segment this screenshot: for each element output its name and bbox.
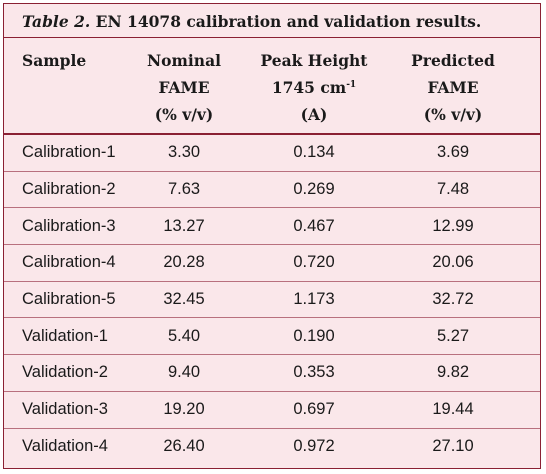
cell-peak-height: 0.269 bbox=[293, 180, 335, 199]
header-nominal-fame: Nominal FAME (% v/v) bbox=[122, 47, 246, 128]
cell-nominal-fame: 26.40 bbox=[163, 437, 205, 456]
cell-peak-height: 1.173 bbox=[293, 290, 335, 309]
header-peak-line-1: Peak Height bbox=[260, 51, 368, 70]
cell-nominal-fame: 32.45 bbox=[163, 290, 205, 309]
header-sample-label: Sample bbox=[22, 51, 87, 70]
header-nominal-line-1: Nominal bbox=[147, 51, 221, 70]
cell-peak-height: 0.134 bbox=[293, 143, 335, 162]
cell-predicted-fame: 7.48 bbox=[436, 180, 470, 199]
cell-sample: Validation-1 bbox=[22, 326, 108, 345]
cell-nominal-fame: 3.30 bbox=[167, 143, 201, 162]
cell-sample: Calibration-2 bbox=[22, 180, 116, 199]
header-peak-wavenumber: 1745 cm bbox=[271, 78, 347, 97]
cell-predicted-fame: 19.44 bbox=[432, 400, 474, 419]
header-predicted-line-3: (% v/v) bbox=[423, 105, 483, 124]
header-peak-line-2: 1745 cm-1 bbox=[244, 74, 384, 101]
cell-peak-height: 0.190 bbox=[293, 326, 335, 345]
results-table: Table 2. EN 14078 calibration and valida… bbox=[3, 3, 541, 469]
cell-sample: Calibration-1 bbox=[22, 143, 116, 162]
cell-sample: Validation-4 bbox=[22, 437, 108, 456]
table-row: Validation-3 19.20 0.697 19.44 bbox=[4, 392, 540, 429]
table-row: Calibration-1 3.30 0.134 3.69 bbox=[4, 135, 540, 172]
header-peak-exponent: -1 bbox=[346, 80, 357, 90]
cell-sample: Validation-3 bbox=[22, 400, 108, 419]
header-predicted-fame: Predicted FAME (% v/v) bbox=[384, 47, 522, 128]
cell-predicted-fame: 32.72 bbox=[432, 290, 474, 309]
cell-nominal-fame: 13.27 bbox=[163, 216, 205, 235]
header-sample: Sample bbox=[22, 47, 86, 74]
cell-peak-height: 0.972 bbox=[293, 437, 335, 456]
cell-peak-height: 0.697 bbox=[293, 400, 335, 419]
header-peak-line-3: (A) bbox=[300, 105, 328, 124]
cell-sample: Calibration-3 bbox=[22, 216, 116, 235]
cell-nominal-fame: 20.28 bbox=[163, 253, 205, 272]
header-nominal-line-2: FAME bbox=[158, 78, 210, 97]
header-predicted-line-2: FAME bbox=[427, 78, 479, 97]
cell-nominal-fame: 5.40 bbox=[167, 326, 201, 345]
table-row: Validation-2 9.40 0.353 9.82 bbox=[4, 355, 540, 392]
cell-nominal-fame: 7.63 bbox=[167, 180, 201, 199]
cell-predicted-fame: 12.99 bbox=[432, 216, 474, 235]
cell-predicted-fame: 27.10 bbox=[432, 437, 474, 456]
table-row: Validation-1 5.40 0.190 5.27 bbox=[4, 318, 540, 356]
header-predicted-line-1: Predicted bbox=[411, 51, 495, 70]
cell-sample: Validation-2 bbox=[22, 363, 108, 382]
cell-peak-height: 0.720 bbox=[293, 253, 335, 272]
cell-predicted-fame: 3.69 bbox=[436, 143, 470, 162]
table-caption-text: EN 14078 calibration and validation resu… bbox=[95, 12, 482, 31]
table-row: Calibration-5 32.45 1.173 32.72 bbox=[4, 282, 540, 319]
cell-predicted-fame: 9.82 bbox=[436, 363, 470, 382]
cell-sample: Calibration-5 bbox=[22, 290, 116, 309]
table-row: Calibration-4 20.28 0.720 20.06 bbox=[4, 245, 540, 282]
table-row: Calibration-2 7.63 0.269 7.48 bbox=[4, 172, 540, 209]
cell-sample: Calibration-4 bbox=[22, 253, 116, 272]
table-row: Validation-4 26.40 0.972 27.10 bbox=[4, 429, 540, 466]
table-caption-label: Table 2. bbox=[22, 12, 91, 31]
table-header: Sample Nominal FAME (% v/v) Peak Height … bbox=[4, 38, 540, 135]
table-body: Calibration-1 3.30 0.134 3.69 Calibratio… bbox=[4, 135, 540, 465]
table-caption: Table 2. EN 14078 calibration and valida… bbox=[4, 4, 540, 38]
cell-peak-height: 0.467 bbox=[293, 216, 335, 235]
header-nominal-line-3: (% v/v) bbox=[154, 105, 214, 124]
cell-nominal-fame: 19.20 bbox=[163, 400, 205, 419]
table-row: Calibration-3 13.27 0.467 12.99 bbox=[4, 208, 540, 246]
cell-predicted-fame: 20.06 bbox=[432, 253, 474, 272]
cell-nominal-fame: 9.40 bbox=[167, 363, 201, 382]
header-peak-height: Peak Height 1745 cm-1 (A) bbox=[244, 47, 384, 128]
cell-predicted-fame: 5.27 bbox=[436, 326, 470, 345]
cell-peak-height: 0.353 bbox=[293, 363, 335, 382]
